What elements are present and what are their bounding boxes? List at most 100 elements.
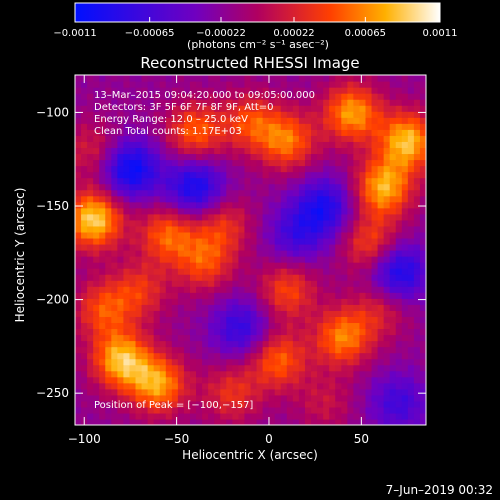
heatmap-cell [317, 243, 324, 251]
heatmap-cell [341, 231, 348, 239]
heatmap-cell [171, 358, 179, 366]
heatmap-cell [250, 171, 258, 179]
heatmap-cell [323, 87, 330, 94]
heatmap-cell [105, 87, 112, 94]
heatmap-cell [208, 262, 215, 269]
heatmap-cell [226, 147, 233, 155]
heatmap-cell [93, 195, 100, 203]
heatmap-cell [262, 243, 270, 251]
heatmap-cell [99, 298, 106, 305]
heatmap-cell [329, 177, 336, 185]
heatmap-cell [232, 250, 239, 257]
heatmap-cell [280, 201, 288, 209]
heatmap-cell [365, 280, 373, 287]
heatmap-cell [226, 250, 233, 257]
heatmap-cell [129, 207, 137, 215]
heatmap-cell [413, 286, 421, 293]
heatmap-cell [317, 310, 324, 317]
heatmap-cell [256, 219, 264, 227]
heatmap-cell [81, 129, 88, 136]
heatmap-cell [244, 298, 252, 305]
heatmap-cell [220, 268, 227, 275]
heatmap-cell [208, 352, 215, 360]
heatmap-cell [256, 274, 264, 281]
heatmap-cell [93, 268, 100, 275]
heatmap-cell [93, 219, 100, 227]
heatmap-cell [220, 334, 227, 342]
heatmap-cell [238, 111, 246, 118]
heatmap-cell [389, 105, 397, 112]
heatmap-cell [165, 322, 173, 330]
heatmap-cell [171, 352, 179, 360]
heatmap-cell [323, 352, 330, 360]
heatmap-cell [135, 207, 143, 215]
heatmap-cell [208, 207, 215, 215]
heatmap-cell [183, 388, 191, 396]
heatmap-cell [298, 376, 306, 384]
heatmap-cell [280, 322, 288, 330]
heatmap-cell [335, 250, 342, 257]
heatmap-cell [359, 364, 367, 372]
heatmap-cell [389, 268, 397, 275]
heatmap-cell [311, 81, 318, 88]
heatmap-cell [347, 268, 354, 275]
heatmap-cell [153, 165, 161, 173]
heatmap-cell [292, 346, 300, 354]
heatmap-cell [292, 328, 300, 336]
heatmap-cell [323, 286, 330, 293]
heatmap-cell [371, 334, 379, 342]
heatmap-cell [238, 352, 246, 360]
heatmap-cell [135, 129, 143, 136]
heatmap-cell [268, 418, 276, 425]
heatmap-cell [335, 376, 342, 384]
heatmap-cell [135, 262, 143, 269]
heatmap-cell [311, 340, 318, 348]
heatmap-cell [365, 364, 373, 372]
heatmap-cell [341, 364, 348, 372]
heatmap-cell [141, 304, 149, 311]
heatmap-cell [419, 75, 426, 82]
heatmap-cell [189, 135, 197, 142]
heatmap-cell [389, 171, 397, 179]
heatmap-cell [298, 165, 306, 173]
heatmap-cell [419, 400, 426, 408]
heatmap-cell [280, 298, 288, 305]
heatmap-cell [75, 316, 82, 324]
heatmap-cell [323, 81, 330, 88]
heatmap-cell [401, 352, 409, 360]
heatmap-cell [147, 364, 155, 372]
heatmap-cell [395, 129, 403, 136]
heatmap-cell [395, 99, 403, 106]
heatmap-cell [329, 352, 336, 360]
heatmap-cell [311, 213, 318, 221]
heatmap-cell [105, 225, 112, 233]
heatmap-cell [419, 165, 426, 173]
heatmap-cell [202, 219, 209, 227]
heatmap-cell [87, 412, 94, 420]
heatmap-cell [268, 225, 276, 233]
heatmap-cell [129, 316, 137, 324]
heatmap-cell [292, 376, 300, 384]
heatmap-cell [311, 388, 318, 396]
heatmap-cell [165, 117, 173, 124]
heatmap-cell [183, 135, 191, 142]
heatmap-cell [232, 364, 239, 372]
heatmap-cell [153, 153, 161, 161]
heatmap-cell [329, 364, 336, 372]
heatmap-cell [177, 364, 185, 372]
heatmap-cell [123, 147, 131, 155]
heatmap-cell [335, 183, 342, 191]
heatmap-cell [123, 153, 131, 161]
heatmap-cell [111, 280, 118, 287]
heatmap-cell [250, 177, 258, 185]
heatmap-cell [323, 382, 330, 390]
heatmap-cell [202, 213, 209, 221]
heatmap-cell [371, 171, 379, 179]
heatmap-cell [99, 286, 106, 293]
heatmap-cell [298, 219, 306, 227]
heatmap-cell [123, 274, 131, 281]
heatmap-cell [99, 129, 106, 136]
heatmap-cell [232, 213, 239, 221]
heatmap-cell [335, 123, 342, 130]
heatmap-cell [93, 250, 100, 257]
